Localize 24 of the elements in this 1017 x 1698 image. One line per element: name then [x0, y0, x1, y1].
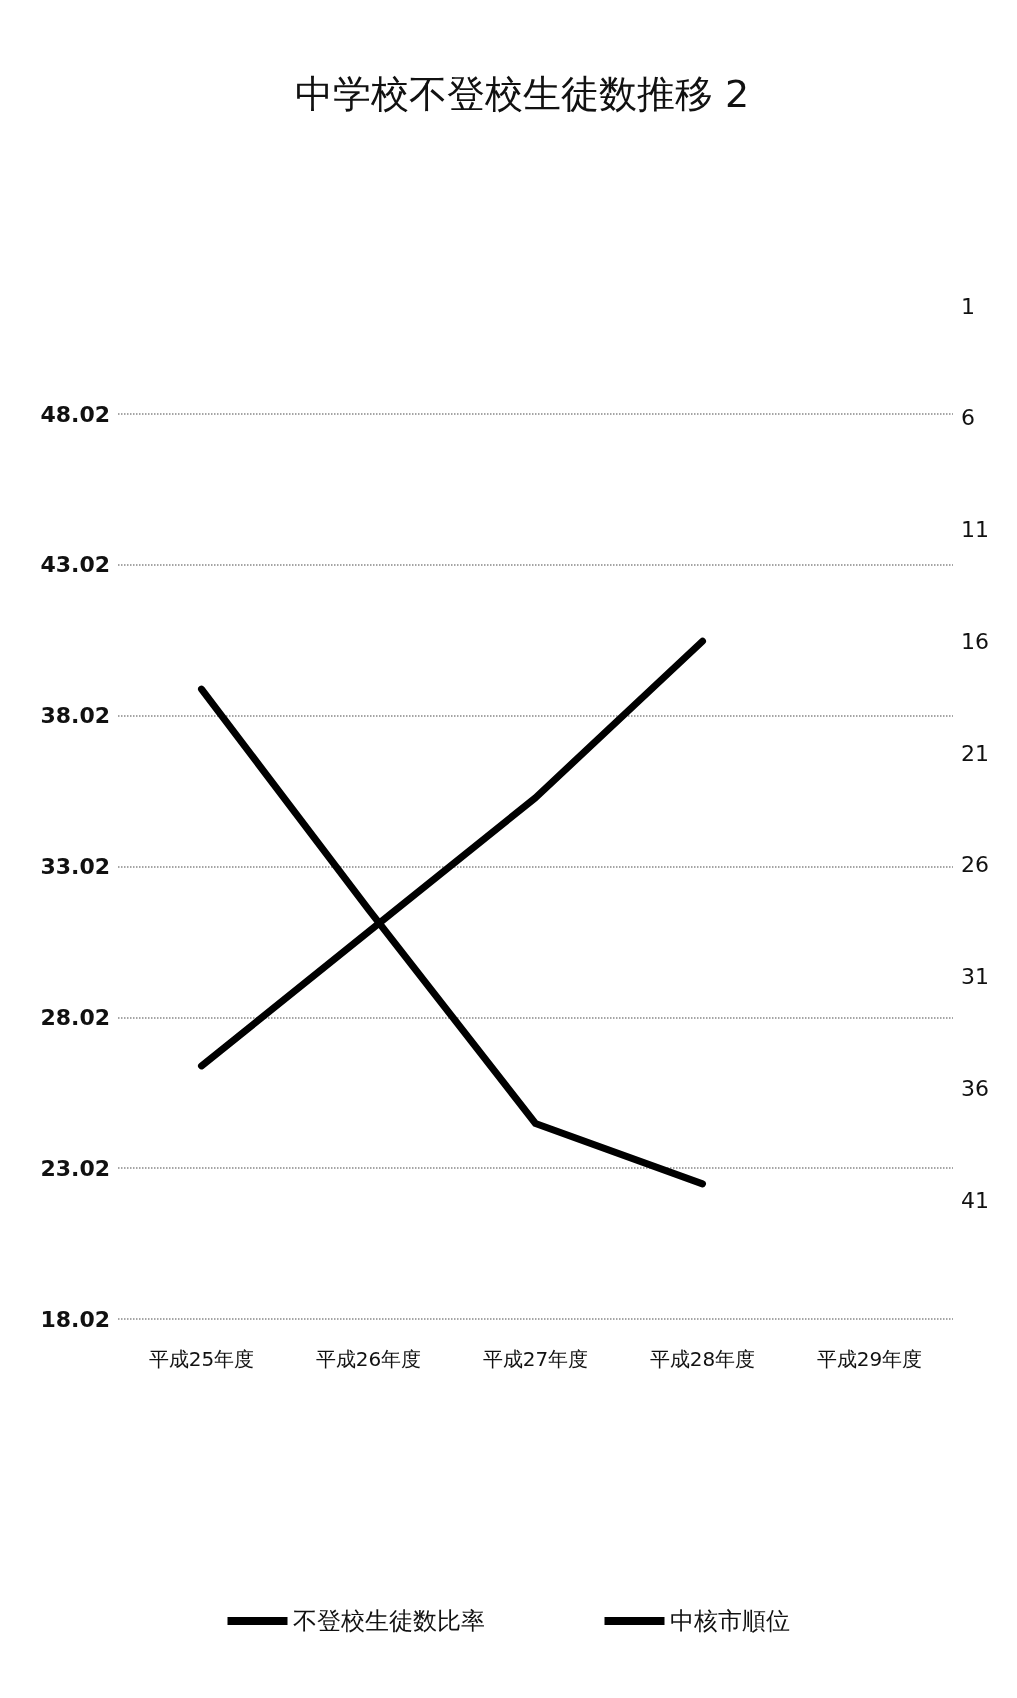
y2-tick-label: 26: [961, 852, 989, 878]
y2-tick-label: 11: [961, 517, 989, 542]
legend-label: 中核市順位: [669, 1607, 790, 1635]
x-tick-label: 平成28年度: [649, 1347, 756, 1371]
y2-tick-label: 6: [961, 405, 975, 431]
y2-tick-label: 21: [961, 740, 989, 766]
y2-tick-label: 41: [961, 1187, 989, 1213]
x-tick-label: 平成25年度: [148, 1347, 255, 1371]
chart-title: 中学校不登校生徒数推移 2: [295, 72, 750, 116]
y2-tick-label: 16: [961, 628, 989, 654]
x-tick-label: 平成26年度: [315, 1347, 422, 1371]
y-tick-label: 33.02: [40, 854, 110, 879]
y-tick-label: 48.02: [40, 401, 110, 427]
y2-tick-label: 1: [961, 293, 975, 319]
x-tick-label: 平成27年度: [482, 1347, 589, 1371]
y2-tick-label: 31: [961, 964, 989, 989]
y-tick-label: 43.02: [40, 552, 110, 578]
y2-tick-label: 36: [961, 1075, 989, 1101]
y-tick-label: 38.02: [40, 703, 110, 729]
y-tick-label: 23.02: [40, 1155, 110, 1181]
legend-label: 不登校生徒数比率: [292, 1607, 485, 1635]
y-tick-label: 28.02: [40, 1004, 110, 1030]
y-tick-label: 18.02: [40, 1306, 110, 1332]
x-tick-label: 平成29年度: [816, 1347, 923, 1371]
